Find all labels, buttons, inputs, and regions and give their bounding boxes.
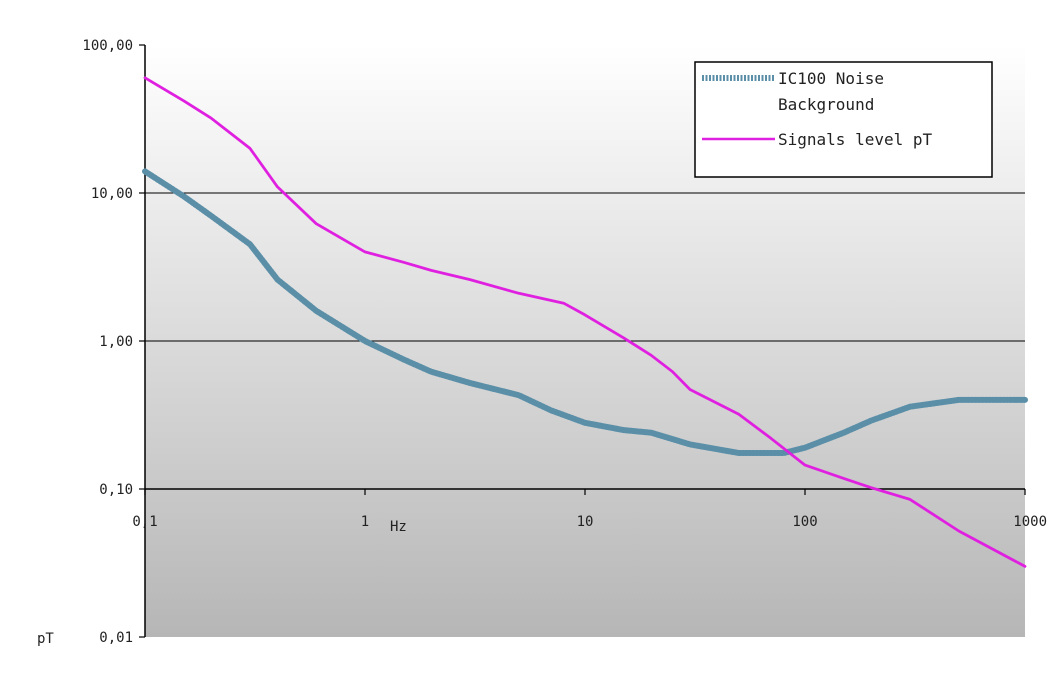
y-tick-label-1: 10,00 bbox=[91, 186, 133, 202]
y-tick-label-2: 1,00 bbox=[99, 334, 133, 350]
y-tick-labels: 100,00 10,00 1,00 0,10 0,01 bbox=[82, 38, 133, 646]
y-tick-label-3: 0,10 bbox=[99, 482, 133, 498]
x-tick-label-0: 0,1 bbox=[132, 514, 157, 530]
x-tick-label-4: 1000 bbox=[1013, 514, 1047, 530]
legend-label-noise-line1: IC100 Noise bbox=[778, 69, 884, 88]
x-tick-labels: 0,1 1 10 100 1000 bbox=[132, 514, 1047, 530]
x-tick-label-2: 10 bbox=[577, 514, 594, 530]
y-tick-label-4: 0,01 bbox=[99, 630, 133, 646]
legend-label-noise-line2: Background bbox=[778, 95, 874, 114]
x-tick-label-3: 100 bbox=[792, 514, 817, 530]
x-tick-label-1: 1 bbox=[361, 514, 369, 530]
legend: IC100 Noise Background Signals level pT bbox=[694, 61, 993, 178]
series-line-0 bbox=[142, 168, 1028, 456]
y-axis-label: pT bbox=[37, 631, 54, 647]
series-line-1 bbox=[143, 76, 1027, 568]
y-tick-label-0: 100,00 bbox=[82, 38, 133, 54]
legend-label-signals: Signals level pT bbox=[778, 130, 932, 149]
x-axis-label: Hz bbox=[390, 519, 407, 535]
legend-box bbox=[694, 61, 993, 178]
series-lines bbox=[142, 76, 1028, 568]
